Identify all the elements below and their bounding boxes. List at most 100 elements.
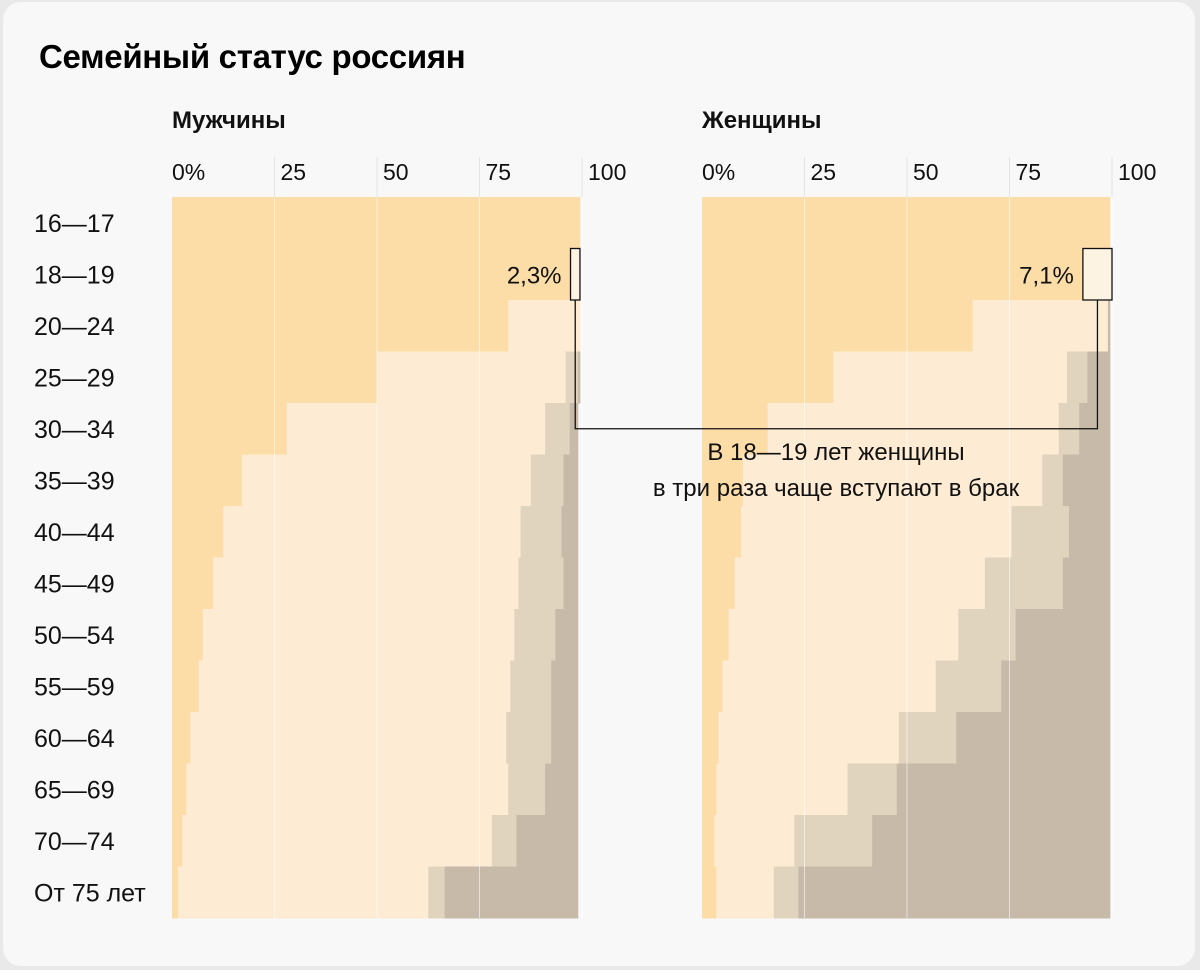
bar-segment xyxy=(190,712,507,764)
bar-segment xyxy=(722,660,937,713)
bar-segment xyxy=(728,609,959,661)
bar-segment xyxy=(984,557,1064,610)
bar-segment xyxy=(1107,300,1111,352)
bar-segment xyxy=(743,454,1043,507)
annotation-box xyxy=(569,247,581,301)
bar-segment xyxy=(577,351,581,404)
annotation-connector xyxy=(574,300,1099,430)
bar-segment xyxy=(1011,506,1070,558)
bar-segment xyxy=(1001,660,1111,713)
bar-segment xyxy=(172,197,581,249)
bar-segment xyxy=(186,763,509,816)
bar-segment xyxy=(1066,351,1088,404)
bar-segment xyxy=(563,557,579,610)
callout-text: в три раза чаще вступают в брак xyxy=(653,475,1020,502)
callout-text: В 18—19 лет женщины xyxy=(707,439,964,466)
bar-segment xyxy=(514,609,556,661)
bar-segment xyxy=(508,763,546,816)
tick-label: 75 xyxy=(1016,159,1042,185)
bar-segment xyxy=(794,815,873,867)
bar-segment xyxy=(702,712,719,764)
bar-segment xyxy=(716,763,848,816)
bar-segment xyxy=(510,660,552,713)
bar-segment xyxy=(444,866,579,919)
bar-segment xyxy=(545,403,571,455)
bar-segment xyxy=(530,454,564,507)
bar-segment xyxy=(172,454,243,507)
bar-segment xyxy=(714,815,795,867)
bar-segment xyxy=(702,454,744,507)
bar-segment xyxy=(182,815,493,867)
bar-segment xyxy=(172,763,187,816)
category-label: 45—49 xyxy=(34,570,115,598)
category-label: 18—19 xyxy=(34,261,115,289)
bar-segment xyxy=(773,866,799,919)
bar-segment xyxy=(1042,454,1064,507)
bar-segment xyxy=(518,557,564,610)
bar-segment xyxy=(172,300,509,352)
bar-segment xyxy=(198,660,511,713)
panel-title: Женщины xyxy=(701,107,822,134)
category-label: 30—34 xyxy=(34,416,115,444)
bar-segment xyxy=(798,866,1111,919)
bar-segment xyxy=(520,506,562,558)
category-label: 70—74 xyxy=(34,828,115,856)
bar-segment xyxy=(896,763,1111,816)
bar-segment xyxy=(172,248,571,301)
bar-segment xyxy=(508,300,581,352)
bar-segment xyxy=(847,763,898,816)
bar-segment xyxy=(172,866,179,919)
bar-segment xyxy=(172,815,183,867)
bar-segment xyxy=(702,248,1084,301)
tick-label: 0% xyxy=(172,159,205,185)
category-label: 65—69 xyxy=(34,776,115,804)
bar-segment xyxy=(172,712,191,764)
bar-segment xyxy=(935,660,1002,713)
bar-segment xyxy=(491,815,517,867)
annotation-label: 2,3% xyxy=(507,262,562,289)
bar-segment xyxy=(428,866,446,919)
bar-segment xyxy=(716,866,775,919)
bar-segment xyxy=(702,300,973,352)
bar-segment xyxy=(241,454,532,507)
bar-segment xyxy=(565,351,579,404)
category-label: 35—39 xyxy=(34,467,115,495)
bar-segment xyxy=(569,403,579,455)
bar-segment xyxy=(1015,609,1111,661)
bar-segment xyxy=(377,351,566,404)
annotation-label: 7,1% xyxy=(1019,262,1074,289)
bar-segment xyxy=(702,660,723,713)
bar-segment xyxy=(734,557,986,610)
bar-segment xyxy=(702,815,715,867)
tick-label: 75 xyxy=(486,159,512,185)
bar-segment xyxy=(702,609,730,661)
bar-segment xyxy=(516,815,579,867)
bar-segment xyxy=(213,557,519,610)
tick-label: 0% xyxy=(702,159,735,185)
tick-label: 50 xyxy=(383,159,409,185)
bar-segment xyxy=(833,351,1068,404)
category-label: 60—64 xyxy=(34,725,115,753)
bar-segment xyxy=(702,866,717,919)
bar-segment xyxy=(1068,506,1111,558)
category-label: 20—24 xyxy=(34,313,115,341)
bar-segment xyxy=(958,609,1017,661)
bar-segment xyxy=(545,763,579,816)
tick-label: 25 xyxy=(281,159,307,185)
bar-segment xyxy=(561,506,579,558)
bar-segment xyxy=(702,557,736,610)
bar-segment xyxy=(172,506,224,558)
bar-segment xyxy=(551,712,579,764)
bar-segment xyxy=(178,866,429,919)
bar-segment xyxy=(1062,454,1111,507)
bar-segment xyxy=(872,815,1111,867)
tick-label: 100 xyxy=(588,159,626,185)
bar-segment xyxy=(551,660,579,713)
bar-segment xyxy=(1062,557,1111,610)
bar-segment xyxy=(202,609,515,661)
tick-label: 50 xyxy=(913,159,939,185)
category-label: 16—17 xyxy=(34,210,115,238)
tick-label: 100 xyxy=(1118,159,1156,185)
chart-title: Семейный статус россиян xyxy=(39,38,466,75)
